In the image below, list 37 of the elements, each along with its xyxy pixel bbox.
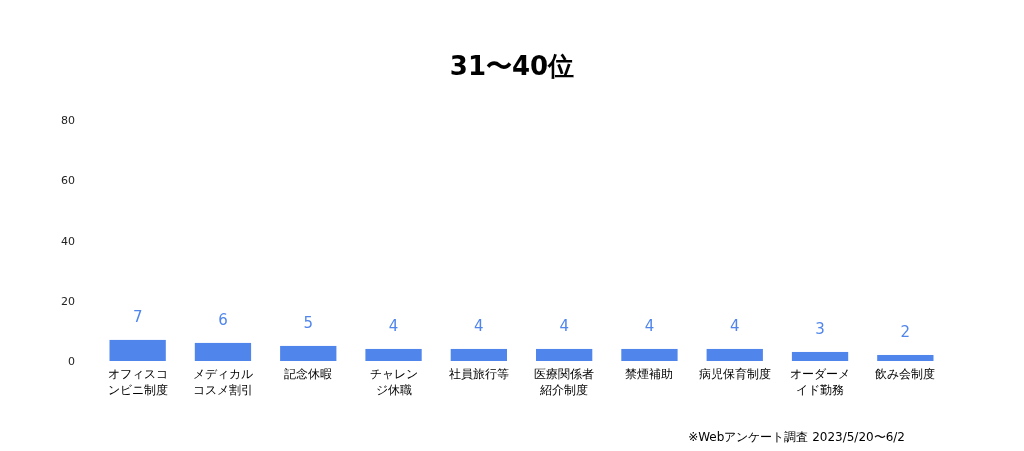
x-tick-label: オーダーメイド勤務 [790, 367, 851, 398]
y-tick-label: 0 [68, 355, 75, 368]
data-label: 7 [132, 307, 143, 326]
chart-title: 31〜40位 [449, 51, 575, 81]
x-tick-label: チャレンジ休職 [369, 367, 418, 398]
data-label: 4 [644, 316, 655, 335]
bar [877, 354, 934, 361]
bar [194, 342, 252, 361]
x-tick-label: 飲み会制度 [875, 367, 936, 381]
x-tick-label: メディカルコスメ割引 [192, 367, 253, 398]
text: ※Webアンケート調査 2023/5/20〜6/2 [688, 430, 905, 444]
bar [621, 348, 678, 361]
y-tick-label: 40 [61, 234, 75, 248]
x-tick-label: 病児保育制度 [698, 367, 771, 381]
x-tick-label: オフィスコンビニ制度 [107, 367, 168, 398]
x-tick-label: 社員旅行等 [448, 367, 509, 381]
x-tick-label: 記念休暇 [284, 367, 333, 381]
y-tick-label: 80 [61, 114, 75, 127]
data-label: 6 [218, 310, 228, 329]
data-label: 4 [474, 316, 484, 335]
y-tick-label: 20 [61, 294, 75, 308]
y-tick-label: 60 [61, 174, 75, 188]
data-label: 5 [303, 313, 314, 332]
data-label: 4 [559, 316, 569, 335]
bar [280, 345, 337, 361]
bar [791, 351, 849, 361]
data-label: 2 [900, 322, 911, 341]
bar [536, 348, 593, 361]
x-tick-label: 禁煙補助 [625, 367, 674, 381]
bar [109, 339, 166, 361]
data-label: 4 [729, 316, 740, 335]
bar [365, 348, 422, 361]
data-label: 4 [388, 316, 399, 335]
x-tick-label: 医療関係者紹介制度 [534, 367, 595, 398]
bar [450, 348, 507, 361]
data-label: 3 [815, 319, 825, 338]
bar [706, 348, 763, 361]
